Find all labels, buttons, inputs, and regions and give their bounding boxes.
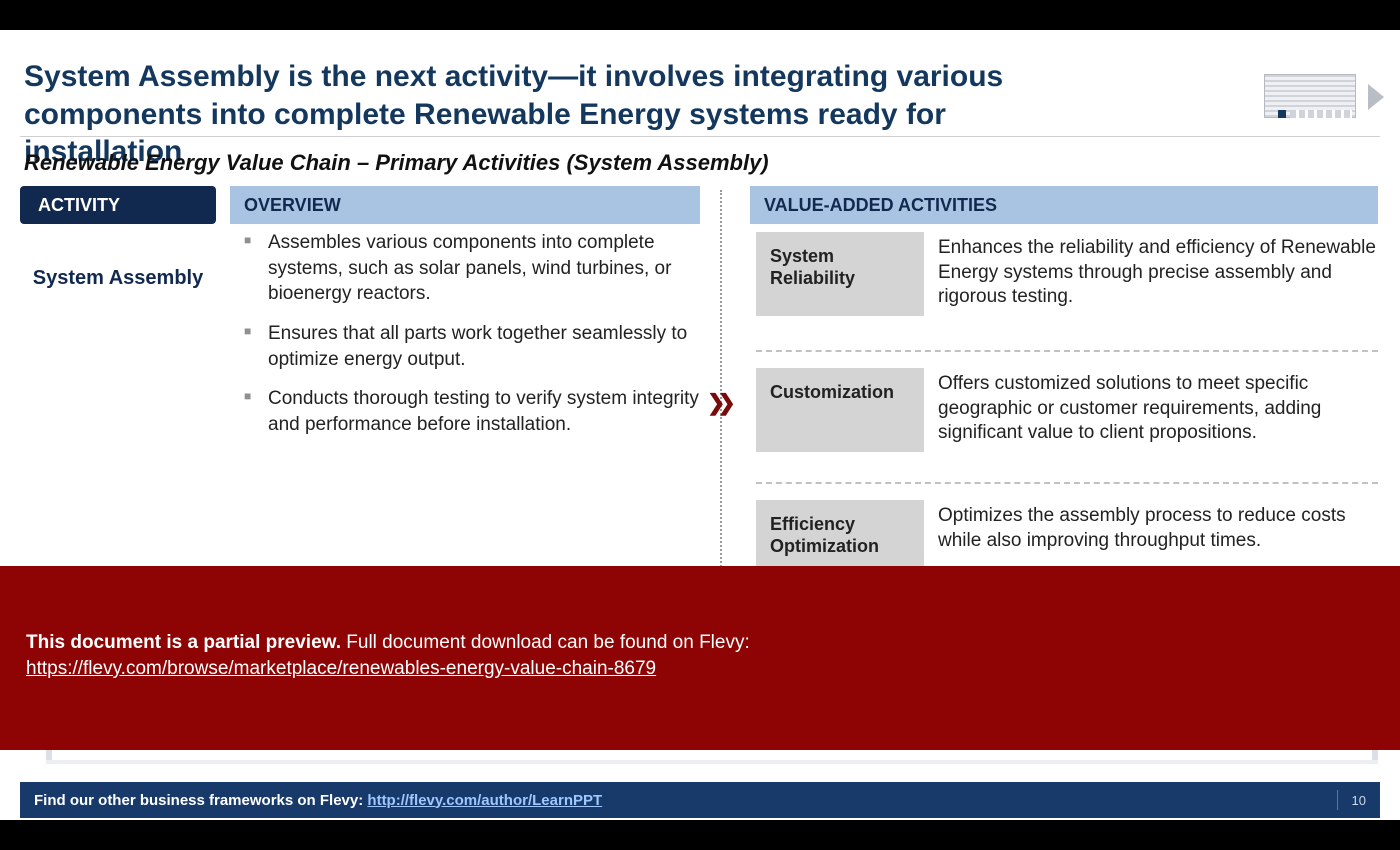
value-added-title: System Reliability xyxy=(756,232,924,316)
page-number: 10 xyxy=(1337,790,1366,810)
letterbox-top xyxy=(0,0,1400,30)
preview-banner: This document is a partial preview. Full… xyxy=(0,566,1400,750)
chevron-right-icon: ❯❯ xyxy=(707,390,728,416)
footer-text: Find our other business frameworks on Fl… xyxy=(34,792,602,809)
footer-prefix: Find our other business frameworks on Fl… xyxy=(34,792,367,809)
value-added-title: Customization xyxy=(756,368,924,452)
value-added-separator xyxy=(756,350,1378,352)
logo-graphic xyxy=(1264,74,1372,128)
value-added-row: Customization Offers customized solution… xyxy=(756,368,1378,452)
slide-subtitle: Renewable Energy Value Chain – Primary A… xyxy=(24,150,769,176)
value-added-desc: Enhances the reliability and efficiency … xyxy=(938,232,1378,316)
value-added-header: VALUE-ADDED ACTIVITIES xyxy=(750,186,1378,224)
preview-rest: Full document download can be found on F… xyxy=(341,632,750,653)
hidden-box-edge xyxy=(46,760,1378,764)
value-added-desc: Offers customized solutions to meet spec… xyxy=(938,368,1378,452)
overview-bullet: Assembles various components into comple… xyxy=(244,230,700,307)
overview-header: OVERVIEW xyxy=(230,186,700,224)
value-added-separator xyxy=(756,482,1378,484)
slide-body: System Assembly is the next activity—it … xyxy=(0,30,1400,820)
letterbox-bottom xyxy=(0,820,1400,850)
overview-bullet: Conducts thorough testing to verify syst… xyxy=(244,386,700,437)
overview-bullet: Ensures that all parts work together sea… xyxy=(244,321,700,372)
title-divider xyxy=(20,136,1380,137)
activity-header-pill: ACTIVITY xyxy=(20,186,216,224)
vertical-dotted-divider xyxy=(720,190,722,570)
preview-link[interactable]: https://flevy.com/browse/marketplace/ren… xyxy=(26,658,656,680)
slide-footer: Find our other business frameworks on Fl… xyxy=(20,782,1380,818)
preview-text: This document is a partial preview. Full… xyxy=(26,632,1374,654)
activity-name: System Assembly xyxy=(20,266,216,291)
overview-list: Assembles various components into comple… xyxy=(244,230,700,451)
preview-bold: This document is a partial preview. xyxy=(26,632,341,653)
value-added-row: System Reliability Enhances the reliabil… xyxy=(756,232,1378,316)
footer-link[interactable]: http://flevy.com/author/LearnPPT xyxy=(367,792,602,809)
